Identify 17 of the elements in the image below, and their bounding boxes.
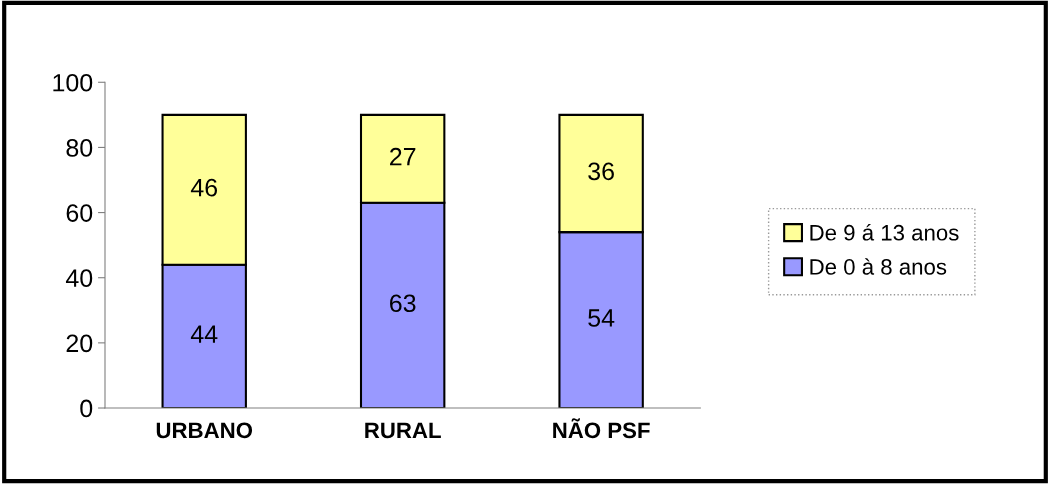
data-label: 46 [190, 178, 218, 197]
y-tick-label: 40 [65, 269, 93, 288]
data-label: 44 [190, 325, 218, 343]
y-tick-label: 0 [80, 399, 93, 418]
x-tick-label: RURAL [365, 422, 441, 439]
y-tick-label: 80 [66, 139, 93, 157]
data-label: 36 [588, 162, 614, 181]
y-tick-label: 20 [66, 334, 93, 353]
x-tick-label: NÃO PSF [553, 418, 650, 439]
x-tick-label: URBANO [156, 422, 253, 439]
y-tick-label: 60 [66, 204, 93, 222]
legend-label: De 0 à 8 anos [810, 258, 947, 275]
data-label: 54 [588, 309, 615, 327]
data-label: 27 [390, 147, 416, 166]
data-label: 63 [390, 294, 416, 313]
legend-label: De 9 á 13 anos [810, 224, 959, 241]
y-tick-label: 100 [53, 73, 93, 92]
